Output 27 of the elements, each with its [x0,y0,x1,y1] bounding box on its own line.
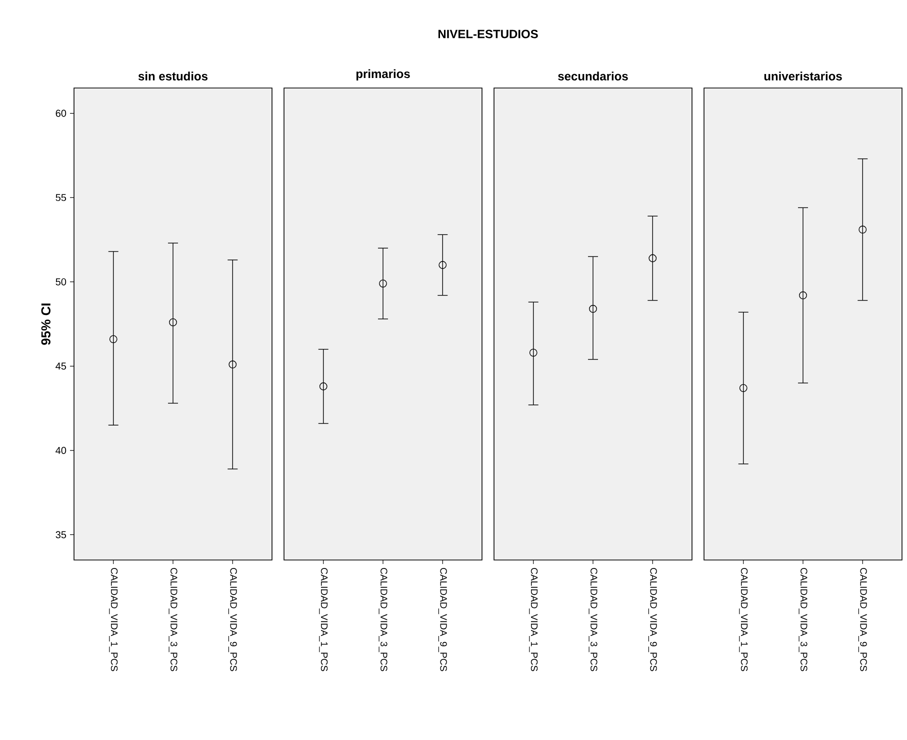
chart-title: univeristarios [764,72,842,80]
y-tick-label: 55 [56,194,66,202]
point [228,360,237,368]
x-tick-label: CALIDAD_VIDA_1_PCS [529,568,538,672]
y-tick-label: 40 [56,446,66,454]
y-tick-label: 35 [56,531,66,538]
chart-title: sin estudios [138,72,208,80]
x-tick-label: CALIDAD_VIDA_1_PCS [109,568,118,672]
x-tick-label: CALIDAD_VIDA_9_PCS [228,568,237,672]
x-tick-label: CALIDAD_VIDA_9_PCS [858,568,867,672]
x-tick-label: CALIDAD_VIDA_9_PCS [648,568,657,672]
y-axis-title: 95% CI [41,304,50,345]
x-tick-label: CALIDAD_VIDA_3_PCS [588,568,598,672]
point [169,318,177,326]
x-tick-label: CALIDAD_VIDA_3_PCS [168,568,178,672]
chart-title: secundarios [558,72,628,80]
text: NIVEL-ESTUDIOS [438,30,538,38]
y-tick-label: 60 [56,110,66,117]
x-tick-label: CALIDAD_VIDA_1_PCS [319,568,328,672]
chart-title: primarios [356,69,410,80]
point [109,335,118,344]
x-tick-label: CALIDAD_VIDA_9_PCS [438,568,447,672]
x-tick-label: CALIDAD_VIDA_3_PCS [798,568,808,672]
y-tick-label: 50 [56,278,66,286]
x-tick-label: CALIDAD_VIDA_3_PCS [378,568,388,672]
y-tick-label: 45 [56,362,66,370]
x-tick-label: CALIDAD_VIDA_1_PCS [739,568,748,672]
